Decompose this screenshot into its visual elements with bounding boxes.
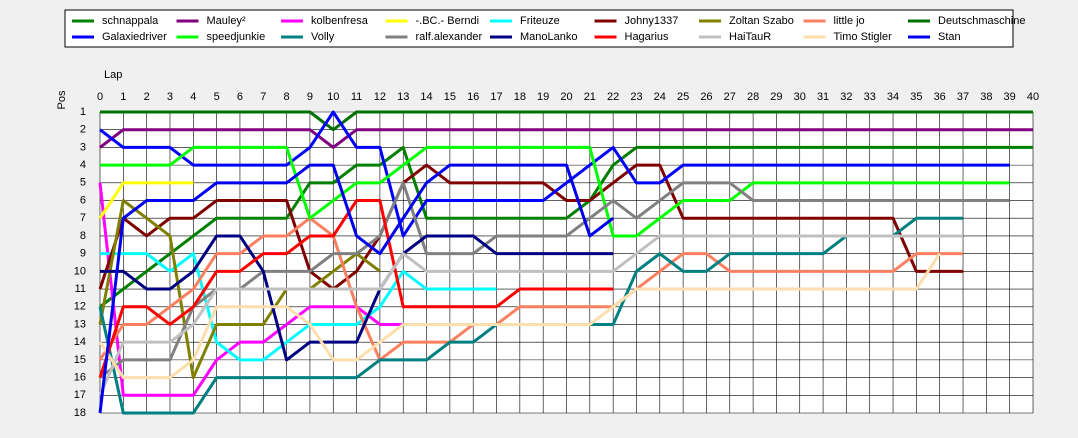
x-tick-label: 39	[1004, 91, 1016, 103]
legend-label: Hagarius	[625, 31, 670, 43]
x-tick-label: 19	[537, 91, 549, 103]
y-tick-label: 9	[80, 248, 86, 260]
legend-label: schnappala	[102, 15, 159, 27]
x-tick-label: 11	[351, 91, 362, 103]
y-tick-label: 17	[74, 389, 86, 401]
legend-label: Zoltan Szabo	[729, 15, 794, 27]
x-tick-label: 18	[514, 91, 526, 103]
y-tick-label: 10	[74, 265, 86, 277]
y-tick-label: 16	[74, 371, 86, 383]
x-tick-label: 35	[910, 91, 922, 103]
x-tick-label: 3	[167, 91, 173, 103]
y-axis-label: Pos	[56, 90, 68, 109]
legend-label: ManoLanko	[520, 31, 578, 43]
series-line	[98, 199, 381, 380]
legend-label: Johny1337	[625, 15, 679, 27]
series-line	[100, 145, 1010, 238]
series-line	[99, 128, 1033, 149]
legend-box	[64, 9, 1014, 48]
x-tick-label: 17	[490, 91, 502, 103]
x-tick-label: 22	[607, 91, 619, 103]
x-tick-label: 26	[700, 91, 712, 103]
series-line	[98, 181, 194, 220]
y-tick-label: 3	[80, 141, 86, 153]
x-tick-label: 14	[420, 91, 432, 103]
x-tick-label: 29	[770, 91, 782, 103]
series-line	[98, 234, 964, 396]
y-tick-label: 2	[80, 124, 86, 136]
legend-label: Volly	[311, 31, 335, 43]
y-tick-label: 14	[74, 336, 86, 348]
legend-label: ralf.alexander	[416, 31, 483, 43]
series-line	[98, 216, 964, 362]
x-tick-label: 33	[864, 91, 876, 103]
legend-label: Timo Stigler	[834, 31, 893, 43]
legend-label: little jo	[834, 15, 865, 27]
legend-label: HaiTauR	[729, 31, 771, 43]
x-tick-label: 8	[284, 91, 290, 103]
y-tick-label: 8	[80, 230, 86, 242]
x-tick-label: 5	[214, 91, 220, 103]
y-tick-label: 7	[80, 212, 86, 224]
x-tick-label: 2	[144, 91, 150, 103]
x-tick-label: 23	[630, 91, 642, 103]
y-tick-label: 15	[74, 354, 86, 366]
x-tick-label: 7	[260, 91, 266, 103]
series-line	[99, 110, 1010, 238]
x-tick-label: 12	[374, 91, 386, 103]
legend-label: speedjunkie	[207, 31, 266, 43]
legend-label: Stan	[938, 31, 961, 43]
x-tick-label: 38	[980, 91, 992, 103]
series-line	[98, 252, 941, 380]
x-tick-label: 31	[817, 91, 829, 103]
y-tick-label: 12	[74, 301, 86, 313]
x-tick-label: 36	[934, 91, 946, 103]
x-tick-label: 27	[724, 91, 736, 103]
y-tick-label: 6	[80, 194, 86, 206]
x-tick-label: 24	[654, 91, 666, 103]
x-axis-label: Lap	[104, 69, 122, 81]
x-tick-label: 6	[237, 91, 243, 103]
x-tick-label: 25	[677, 91, 689, 103]
x-tick-label: 10	[327, 91, 339, 103]
x-tick-label: 34	[887, 91, 899, 103]
x-tick-label: 16	[467, 91, 479, 103]
legend-label: Mauley²	[207, 15, 246, 27]
legend-label: Deutschmaschine	[938, 15, 1025, 27]
y-tick-label: 1	[80, 106, 86, 118]
x-tick-label: 20	[560, 91, 572, 103]
series-line	[98, 163, 615, 414]
x-tick-label: 21	[584, 91, 596, 103]
x-tick-label: 28	[747, 91, 759, 103]
x-tick-label: 1	[120, 91, 126, 103]
x-tick-label: 9	[307, 91, 313, 103]
series-line	[98, 182, 450, 397]
series-line	[100, 234, 614, 362]
x-tick-label: 15	[444, 91, 456, 103]
x-tick-label: 13	[397, 91, 409, 103]
x-tick-label: 40	[1027, 91, 1039, 103]
legend-label: Friteuze	[520, 15, 560, 27]
series-line	[99, 145, 1033, 308]
legend-label: kolbenfresa	[311, 15, 369, 27]
legend-label: Galaxiedriver	[102, 31, 167, 43]
y-tick-label: 18	[74, 407, 86, 419]
y-tick-label: 13	[74, 318, 86, 330]
y-tick-label: 4	[80, 159, 86, 171]
x-tick-label: 4	[190, 91, 196, 103]
x-tick-label: 0	[97, 91, 103, 103]
legend-label: -.BC.- Berndi	[416, 15, 480, 27]
series-line	[100, 252, 497, 362]
series-line	[100, 110, 1033, 132]
y-tick-label: 5	[80, 177, 86, 189]
series-line	[98, 163, 964, 291]
series-line	[98, 199, 614, 379]
x-tick-label: 37	[957, 91, 969, 103]
x-tick-label: 32	[840, 91, 852, 103]
series-line	[99, 181, 1010, 379]
y-tick-label: 11	[75, 283, 86, 295]
x-tick-label: 30	[794, 91, 806, 103]
